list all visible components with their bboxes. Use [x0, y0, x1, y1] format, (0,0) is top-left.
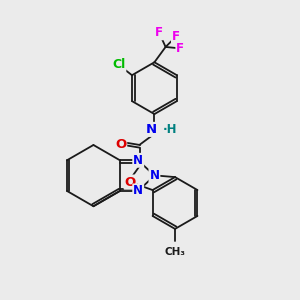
Text: F: F	[172, 30, 180, 43]
Text: N: N	[133, 154, 143, 167]
Text: CH₃: CH₃	[164, 247, 185, 256]
Text: N: N	[133, 184, 143, 197]
Text: F: F	[155, 26, 163, 39]
Text: Cl: Cl	[112, 58, 125, 71]
Text: ·H: ·H	[163, 123, 177, 136]
Text: F: F	[176, 42, 184, 55]
Text: O: O	[115, 138, 126, 151]
Text: N: N	[145, 123, 156, 136]
Text: O: O	[124, 176, 136, 189]
Text: N: N	[149, 169, 159, 182]
